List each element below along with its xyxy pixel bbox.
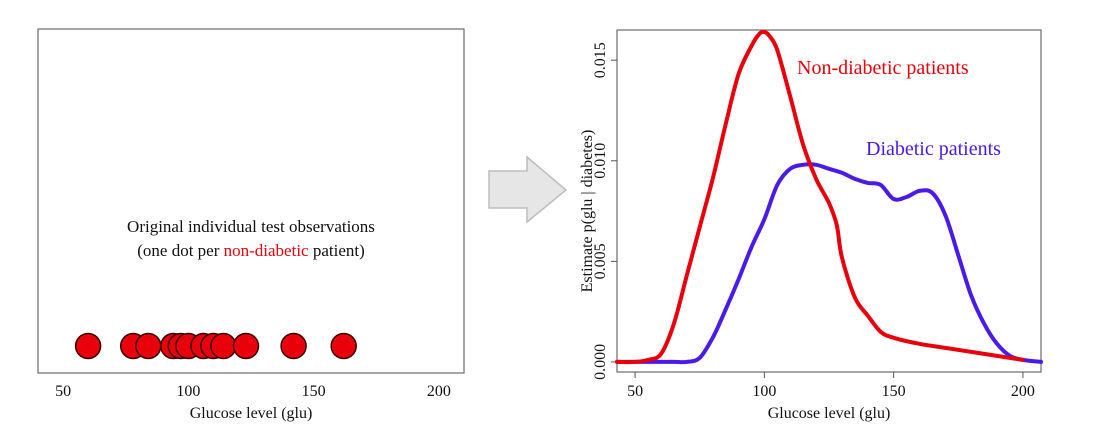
left-x-tick-label: 50 xyxy=(55,383,71,400)
left-annotation-highlight: non-diabetic xyxy=(224,241,309,260)
right-x-tick-label: 150 xyxy=(882,383,906,400)
left-x-tick-label: 150 xyxy=(302,383,326,400)
right-x-tick-label: 50 xyxy=(627,383,643,400)
right-series-lines xyxy=(615,29,1043,365)
observation-point xyxy=(330,332,357,360)
left-x-axis-label: Glucose level (glu) xyxy=(190,405,313,422)
right-y-tick-label: 0.005 xyxy=(592,243,609,279)
left-plot-frame xyxy=(37,28,465,374)
left-x-tick-label: 200 xyxy=(427,383,451,400)
right-x-ticks: 50 100 150 200 xyxy=(627,372,1035,400)
series-label-non-diabetic: Non-diabetic patients xyxy=(797,57,969,79)
left-annotation-line2: (one dot per non-diabetic patient) xyxy=(137,241,365,260)
right-y-ticks: 0.000 0.005 0.010 0.015 xyxy=(592,42,617,380)
left-x-ticks: 50 100 150 200 xyxy=(55,383,451,400)
right-y-axis-label: Estimate p(glu | diabetes) xyxy=(579,130,596,293)
right-chart: 0.000 0.005 0.010 0.015 50 100 150 200 Non-dia… xyxy=(579,29,1043,422)
non-diabetic-density-line xyxy=(615,29,1025,365)
observation-point xyxy=(232,332,260,360)
right-x-tick-label: 200 xyxy=(1011,383,1035,400)
series-label-diabetic: Diabetic patients xyxy=(866,138,1001,160)
left-chart: Original individual test observations (o… xyxy=(37,28,465,422)
left-annotation-prefix: (one dot per xyxy=(137,241,223,260)
right-y-tick-label: 0.010 xyxy=(592,143,609,179)
observation-point xyxy=(135,332,162,360)
right-y-tick-label: 0.015 xyxy=(592,42,609,78)
left-points xyxy=(74,332,357,360)
right-x-tick-label: 100 xyxy=(752,383,776,400)
right-arrow-icon xyxy=(488,155,568,224)
diabetic-density-line xyxy=(615,162,1043,365)
observation-point xyxy=(74,332,102,360)
left-annotation-line1: Original individual test observations xyxy=(127,217,375,236)
left-x-tick-label: 100 xyxy=(176,383,200,400)
right-x-axis-label: Glucose level (glu) xyxy=(768,405,891,422)
observation-point xyxy=(210,332,237,360)
left-annotation-suffix: patient) xyxy=(309,241,365,260)
observation-point xyxy=(280,332,307,360)
right-y-tick-label: 0.000 xyxy=(592,344,609,380)
